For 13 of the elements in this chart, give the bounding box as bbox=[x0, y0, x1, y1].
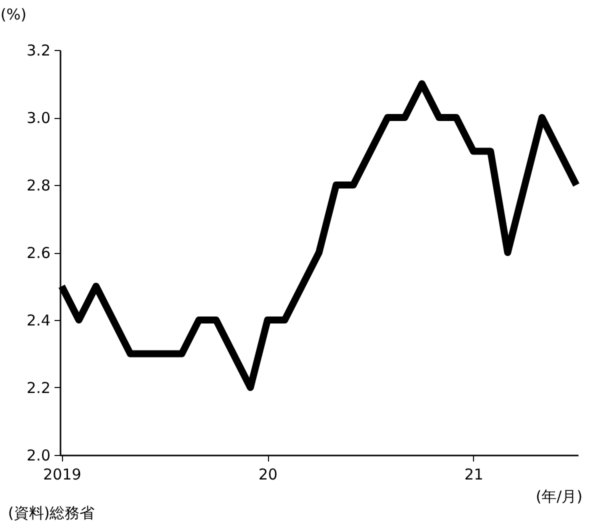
y-tick-label: 2.6 bbox=[26, 244, 50, 262]
x-tick-label: 2019 bbox=[43, 466, 82, 484]
y-tick-label: 2.8 bbox=[26, 176, 50, 194]
y-axis-title: (%) bbox=[0, 6, 26, 24]
y-tick-label: 3.2 bbox=[26, 42, 50, 60]
text: (資料)総務省 bbox=[8, 504, 95, 521]
x-tick-label: 21 bbox=[464, 466, 484, 484]
x-axis-title: (年/月) bbox=[536, 488, 582, 506]
y-tick-label: 2.2 bbox=[26, 379, 50, 397]
y-tick-label: 2.4 bbox=[26, 312, 50, 330]
y-tick-label: 3.0 bbox=[26, 109, 50, 127]
x-tick-label: 20 bbox=[258, 466, 278, 484]
y-tick-label: 2.0 bbox=[26, 446, 50, 464]
